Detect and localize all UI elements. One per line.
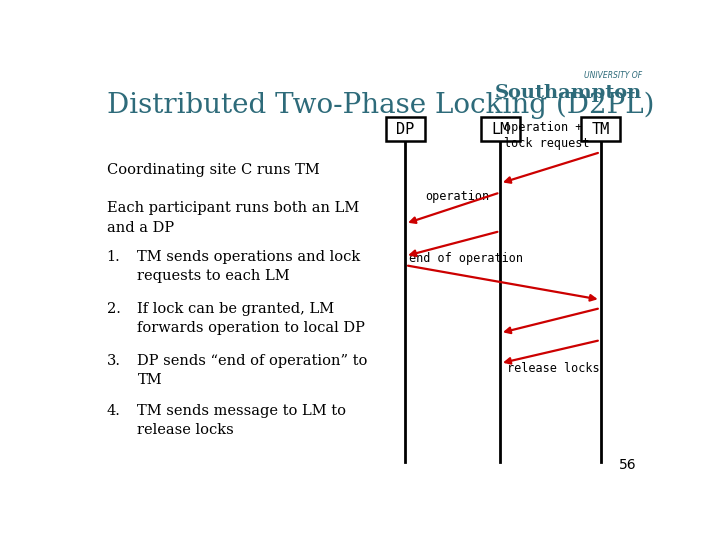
Text: Southampton: Southampton (495, 84, 642, 102)
Text: operation: operation (425, 190, 489, 203)
Text: 1.: 1. (107, 250, 120, 264)
Text: LM: LM (491, 122, 509, 137)
Text: If lock can be granted, LM
forwards operation to local DP: If lock can be granted, LM forwards oper… (138, 302, 365, 335)
Text: 4.: 4. (107, 404, 121, 417)
Text: operation +
lock request: operation + lock request (504, 121, 590, 150)
Text: 56: 56 (619, 458, 637, 472)
Text: end of operation: end of operation (409, 252, 523, 265)
Text: 2.: 2. (107, 302, 121, 316)
Text: DP: DP (396, 122, 415, 137)
Text: TM sends operations and lock
requests to each LM: TM sends operations and lock requests to… (138, 250, 361, 284)
FancyBboxPatch shape (386, 117, 425, 141)
Text: release locks: release locks (508, 362, 600, 375)
FancyBboxPatch shape (481, 117, 520, 141)
Text: TM: TM (591, 122, 610, 137)
Text: UNIVERSITY OF: UNIVERSITY OF (585, 71, 642, 80)
FancyBboxPatch shape (581, 117, 620, 141)
Text: TM sends message to LM to
release locks: TM sends message to LM to release locks (138, 404, 346, 437)
Text: 3.: 3. (107, 354, 121, 368)
Text: Distributed Two-Phase Locking (D2PL): Distributed Two-Phase Locking (D2PL) (107, 92, 654, 119)
Text: Each participant runs both an LM
and a DP: Each participant runs both an LM and a D… (107, 201, 359, 235)
Text: DP sends “end of operation” to
TM: DP sends “end of operation” to TM (138, 354, 368, 387)
Text: Coordinating site C runs TM: Coordinating site C runs TM (107, 163, 320, 177)
